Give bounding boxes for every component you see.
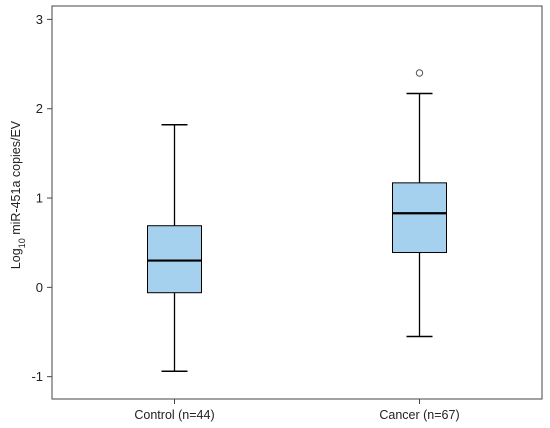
- y-tick-label: -1: [31, 369, 43, 384]
- iqr-box: [392, 182, 447, 254]
- y-tick-label: 3: [36, 12, 43, 27]
- plot-frame: [51, 5, 543, 400]
- outlier-point: [415, 69, 424, 77]
- y-axis: -1 0 1 2 3: [31, 12, 52, 384]
- y-tick-label: 1: [36, 191, 43, 206]
- box-series: [147, 69, 447, 373]
- x-category-label: Cancer (n=67): [379, 408, 459, 422]
- x-axis: Control (n=44) Cancer (n=67): [134, 399, 460, 422]
- box-group: [147, 124, 202, 373]
- iqr-box: [147, 225, 202, 294]
- y-tick-label: 0: [36, 280, 43, 295]
- y-axis-title-subscript: 10: [17, 238, 27, 248]
- box-group: [392, 69, 447, 338]
- y-tick-label: 2: [36, 101, 43, 116]
- y-axis-title-prefix: Log: [9, 248, 23, 269]
- x-category-label: Control (n=44): [134, 408, 214, 422]
- y-axis-title-rest: miR-451a copies/EV: [9, 120, 23, 238]
- y-axis-title: Log10 miR-451a copies/EV: [9, 120, 27, 269]
